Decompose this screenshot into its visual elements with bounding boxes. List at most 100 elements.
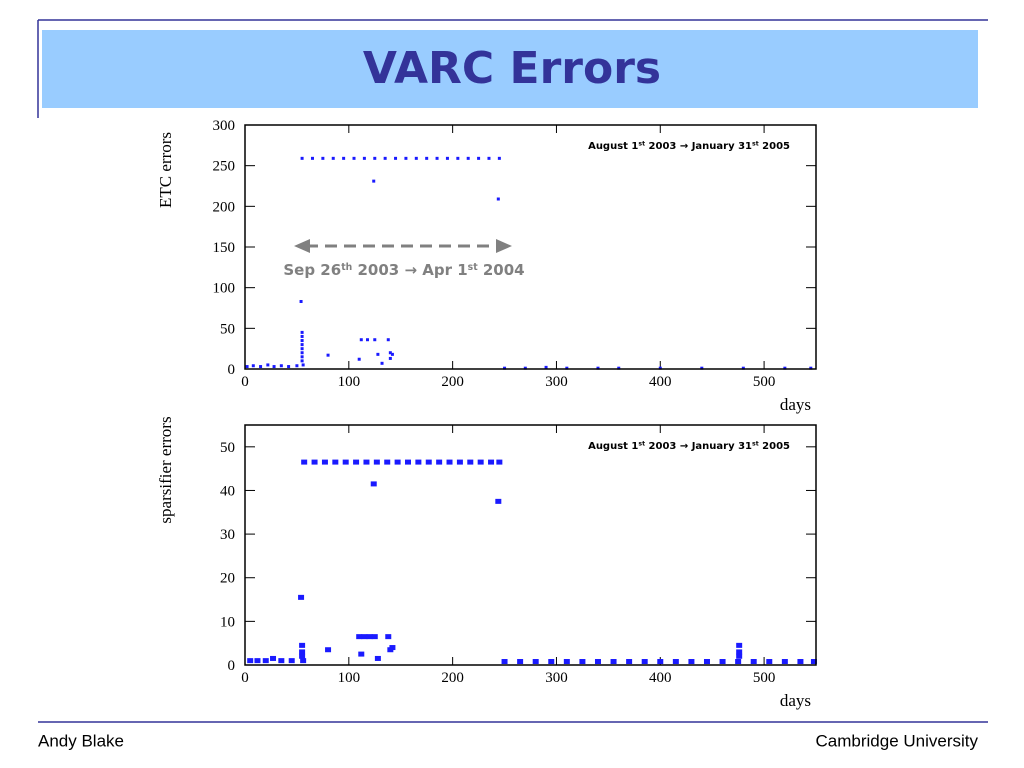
point	[688, 659, 695, 665]
point	[766, 659, 773, 665]
point	[523, 366, 527, 370]
text-part: 2005	[759, 141, 790, 152]
point	[797, 659, 804, 665]
point	[736, 649, 743, 655]
point	[358, 651, 365, 657]
point	[445, 156, 449, 160]
point	[287, 365, 291, 369]
point	[357, 357, 361, 361]
y-tick-label: 20	[220, 571, 235, 587]
point	[299, 299, 303, 303]
y-tick-label: 30	[220, 527, 235, 543]
point	[496, 197, 500, 201]
point	[279, 364, 283, 368]
x-axis-label: days	[780, 691, 811, 710]
point	[466, 156, 470, 160]
point	[532, 659, 539, 665]
point	[301, 363, 305, 367]
point	[325, 647, 332, 653]
text-part: 2003 → January 31	[645, 441, 752, 452]
point	[373, 156, 377, 160]
x-tick-label: 300	[545, 670, 568, 686]
x-tick-label: 400	[649, 374, 672, 390]
point	[467, 459, 474, 465]
text-part: 2004	[478, 261, 525, 279]
annotation: August 1st 2003 → January 31st 2005	[588, 441, 790, 453]
point	[425, 459, 432, 465]
point	[300, 347, 304, 351]
x-tick-label: 500	[753, 374, 776, 390]
point	[548, 659, 555, 665]
point	[361, 634, 368, 640]
point	[719, 659, 726, 665]
point	[272, 365, 276, 369]
superscript: st	[752, 141, 759, 148]
footer-right: Cambridge University	[816, 731, 979, 750]
point	[477, 156, 481, 160]
superscript: th	[341, 262, 352, 273]
point	[415, 459, 422, 465]
point	[388, 356, 392, 360]
slide-title: VARC Errors	[363, 43, 661, 94]
plot-frame	[244, 424, 817, 666]
point	[300, 330, 304, 334]
point	[563, 659, 570, 665]
y-tick-label: 250	[213, 159, 236, 175]
point	[300, 359, 304, 363]
point	[300, 156, 304, 160]
plot-frame	[244, 124, 817, 370]
point	[781, 659, 788, 665]
point	[299, 653, 306, 659]
point	[404, 156, 408, 160]
y-tick-label: 50	[220, 321, 235, 337]
point	[810, 659, 817, 665]
point	[497, 156, 501, 160]
y-tick-label: 0	[228, 362, 236, 378]
point	[495, 498, 502, 504]
y-axis-label: sparsifier errors	[156, 416, 175, 523]
point	[487, 156, 491, 160]
x-tick-label: 100	[338, 670, 361, 686]
point	[657, 659, 664, 665]
point	[658, 366, 662, 370]
point	[594, 659, 601, 665]
point	[388, 351, 392, 355]
point	[288, 658, 295, 664]
point	[310, 156, 314, 160]
point	[435, 156, 439, 160]
point	[496, 459, 503, 465]
point	[373, 459, 380, 465]
text-part: 2005	[759, 441, 790, 452]
point	[544, 365, 548, 369]
point	[809, 366, 813, 370]
point	[311, 459, 318, 465]
point	[579, 659, 586, 665]
point	[300, 355, 304, 359]
x-tick-label: 0	[241, 374, 249, 390]
point	[596, 366, 600, 370]
point	[384, 459, 391, 465]
point	[394, 156, 398, 160]
point	[565, 366, 569, 370]
point	[342, 156, 346, 160]
point	[359, 338, 363, 342]
point	[626, 659, 633, 665]
point	[371, 634, 378, 640]
x-axis-label: days	[780, 395, 811, 414]
x-tick-label: 300	[545, 374, 568, 390]
y-tick-label: 10	[220, 614, 235, 630]
point	[389, 645, 396, 651]
point	[404, 459, 411, 465]
point	[270, 655, 277, 661]
point	[741, 366, 745, 370]
point	[356, 634, 363, 640]
point	[299, 649, 306, 655]
x-tick-label: 400	[649, 670, 672, 686]
point	[488, 459, 495, 465]
point	[436, 459, 443, 465]
point	[300, 343, 304, 347]
text-part: August 1	[588, 141, 638, 152]
x-tick-label: 500	[753, 670, 776, 686]
arrow	[294, 239, 512, 253]
